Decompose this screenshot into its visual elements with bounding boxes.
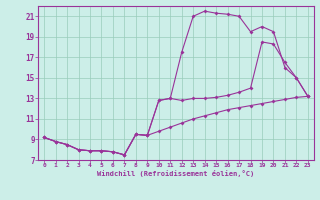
- X-axis label: Windchill (Refroidissement éolien,°C): Windchill (Refroidissement éolien,°C): [97, 170, 255, 177]
